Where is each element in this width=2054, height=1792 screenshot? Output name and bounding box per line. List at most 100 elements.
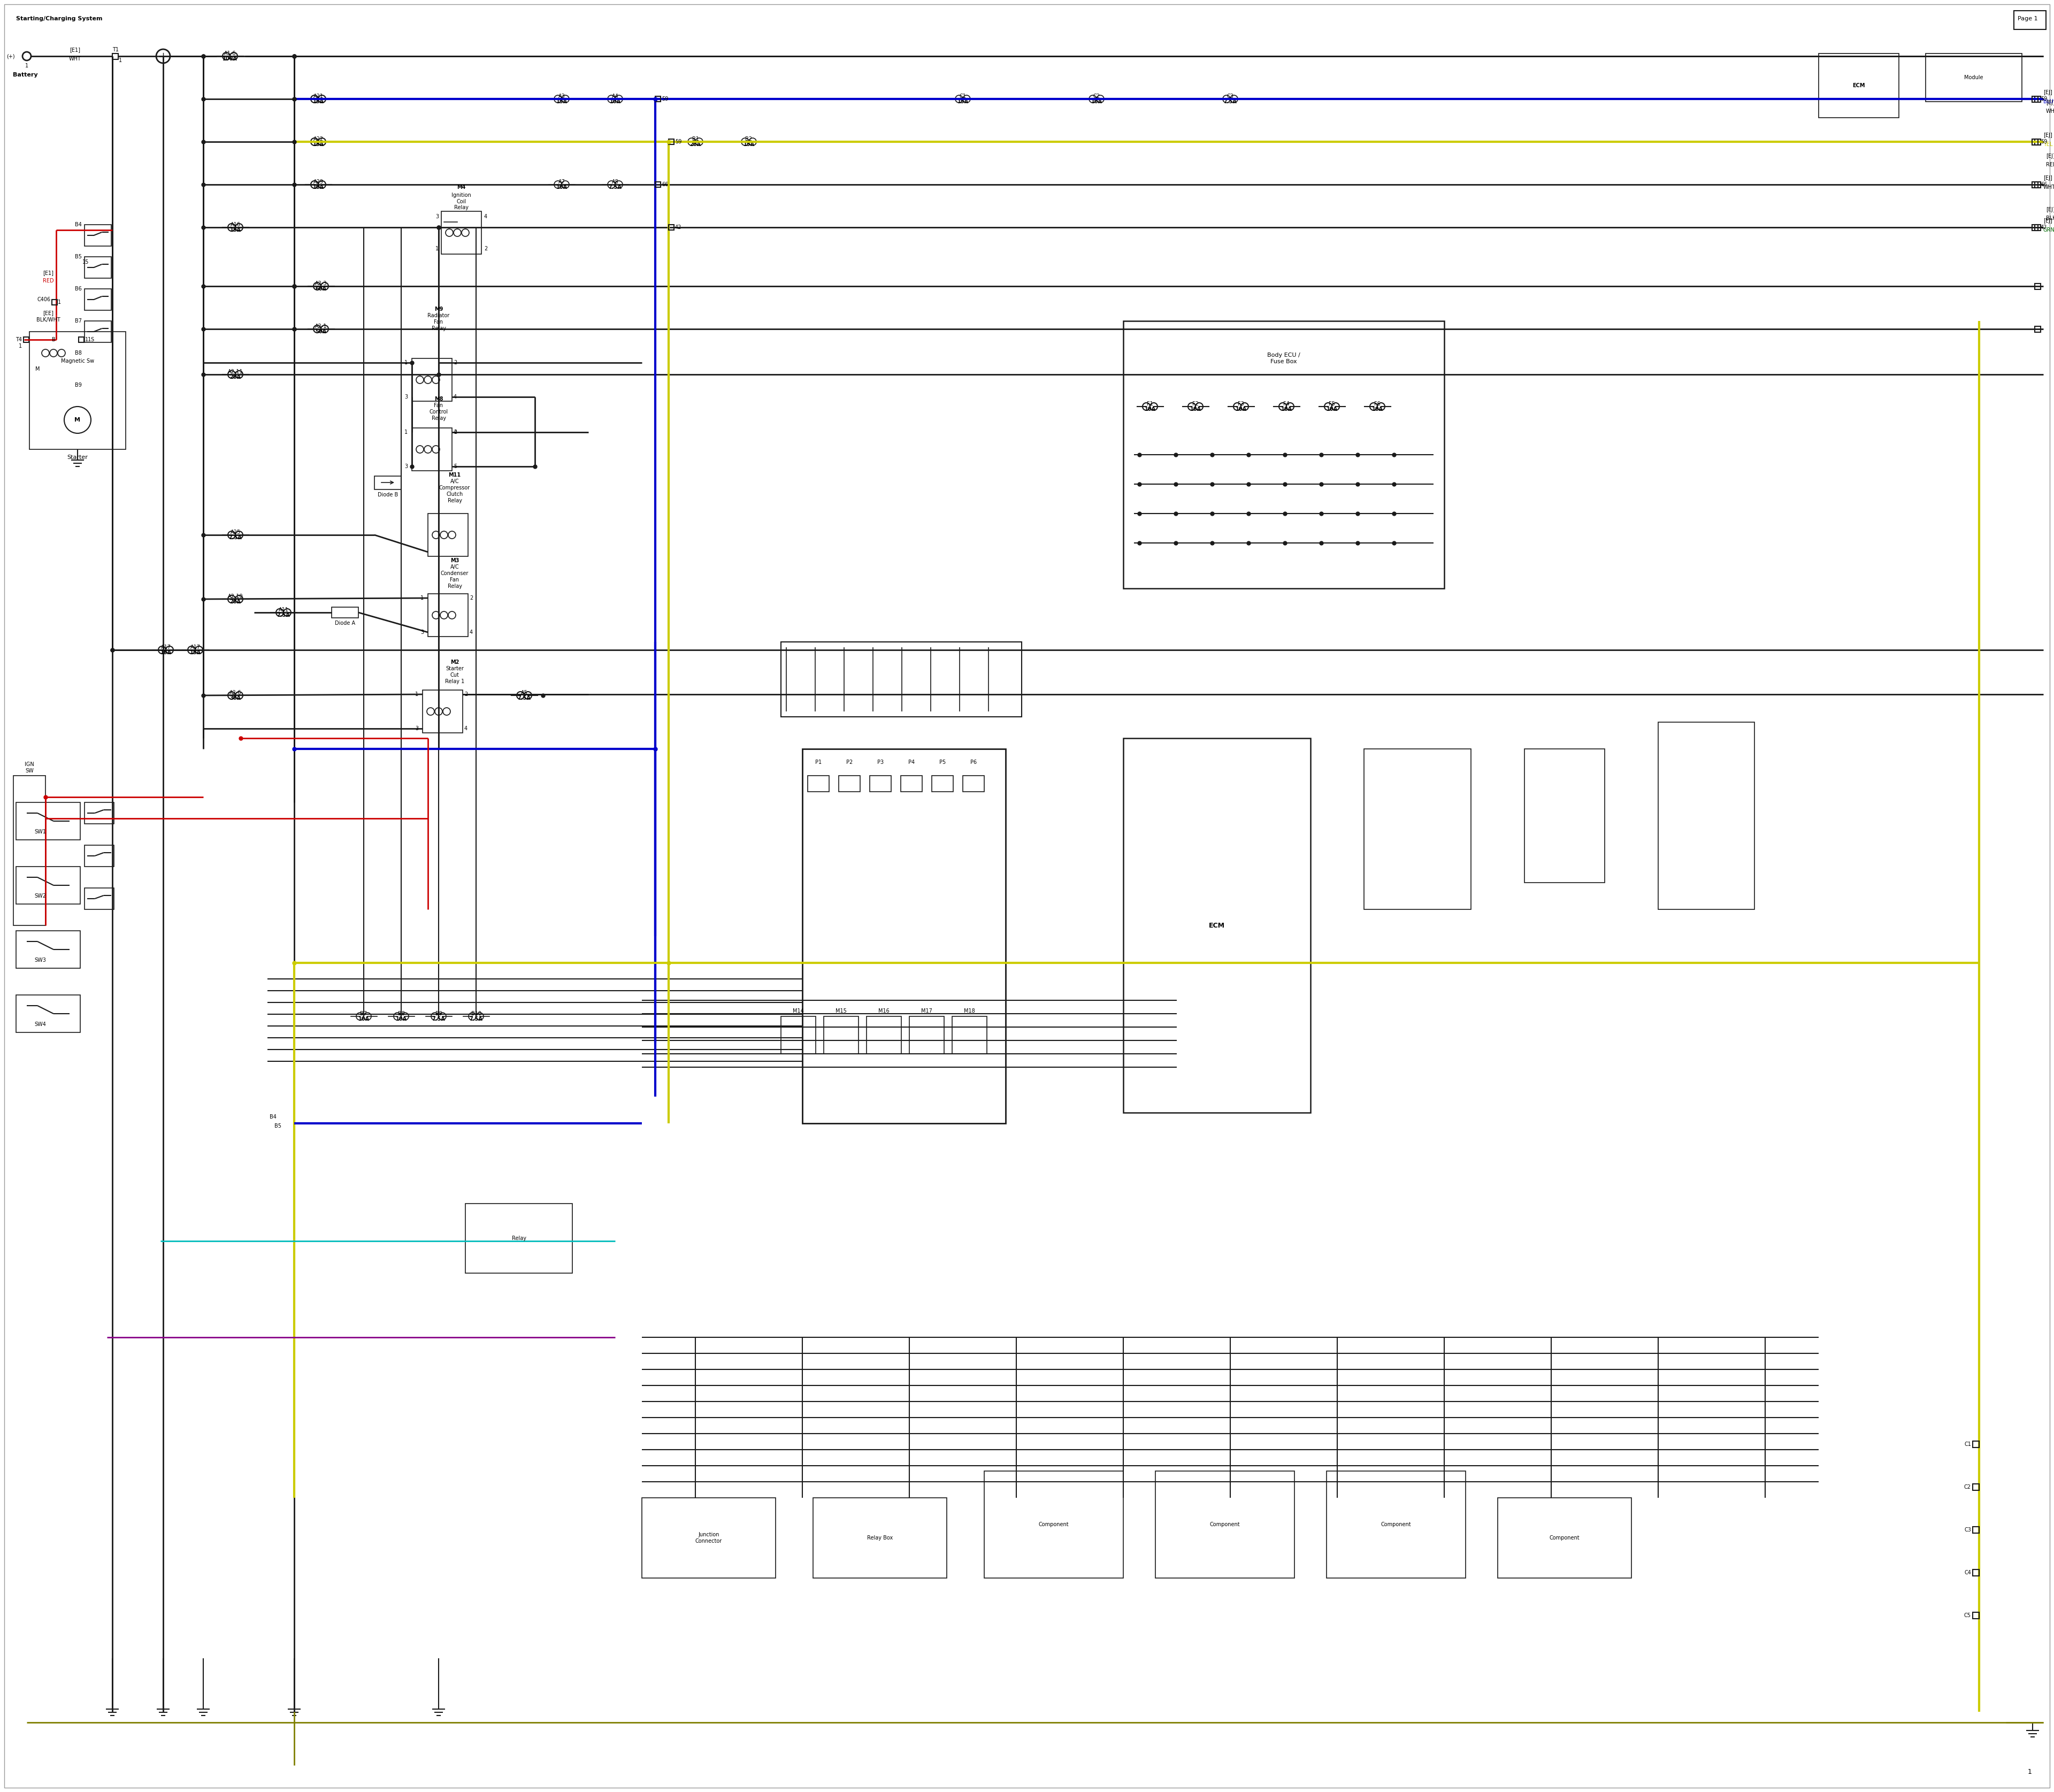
Text: 10A: 10A [357,1016,370,1021]
Text: 42: 42 [676,224,682,229]
Text: M17: M17 [920,1009,933,1014]
Text: C5: C5 [1964,1613,1972,1618]
Text: C406: C406 [37,297,51,303]
Bar [2031,97,2038,102]
Bar [2031,224,2038,231]
Bar [84,321,111,342]
Bar [655,97,661,102]
Text: A29: A29 [312,179,322,185]
Bar [838,776,861,792]
Text: A11: A11 [279,607,288,613]
Text: 3: 3 [421,629,423,634]
Text: A2-6: A2-6 [230,690,242,695]
Bar [331,607,357,618]
Text: Battery: Battery [12,72,37,77]
Text: B8: B8 [74,351,82,357]
Text: A5: A5 [522,690,528,695]
Text: [EE]: [EE] [43,310,53,315]
Bar [427,593,468,636]
Bar [641,1498,776,1579]
Bar [867,1016,902,1054]
Text: M14: M14 [793,1009,803,1014]
Text: [E1]: [E1] [70,47,80,52]
Text: 10A: 10A [610,99,620,104]
Bar [413,358,452,401]
Text: P4: P4 [908,760,914,765]
Text: Relay Box: Relay Box [867,1536,893,1541]
Text: Relay: Relay [431,416,446,421]
Bar [670,224,674,229]
Text: F1: F1 [1146,401,1152,407]
Text: [EJ]: [EJ] [2044,90,2052,95]
Bar [16,995,80,1032]
Text: [EJ]: [EJ] [2044,133,2052,138]
Text: Diode A: Diode A [335,620,355,625]
Text: A3: A3 [559,93,565,99]
Text: Relay: Relay [431,326,446,332]
Text: 1: 1 [18,344,23,349]
Text: 10A: 10A [396,1016,407,1021]
Text: B9: B9 [74,382,82,387]
Text: Relay: Relay [448,584,462,590]
Text: A4: A4 [612,93,618,99]
Bar [655,181,661,186]
Text: Relay 1: Relay 1 [446,679,464,685]
Text: 59: 59 [2040,140,2048,145]
Text: Module: Module [1964,75,1984,81]
Text: C4: C4 [1964,1570,1972,1575]
Bar [1972,1613,1980,1618]
Text: 2: 2 [464,692,468,697]
Text: P3: P3 [877,760,883,765]
Text: 7.5A: 7.5A [1224,99,1237,104]
Text: A21: A21 [312,93,322,99]
Text: ECM: ECM [1210,921,1224,928]
Text: A7: A7 [559,179,565,185]
Text: B7: B7 [74,319,82,324]
Bar [84,289,111,310]
Bar [1818,54,1898,118]
Text: WHT: WHT [2046,109,2054,115]
Text: 4: 4 [454,394,456,400]
Text: 3: 3 [405,394,407,400]
Text: P1: P1 [815,760,822,765]
Text: 1: 1 [405,430,407,435]
Text: 7.5A: 7.5A [228,536,242,539]
Text: 1: 1 [2027,1769,2031,1776]
Text: SW4: SW4 [35,1021,45,1027]
Text: C3: C3 [1964,1527,1972,1532]
Bar [984,1471,1124,1579]
Bar [1658,722,1754,909]
Text: Compressor: Compressor [440,486,470,491]
Text: Junction
Connector: Junction Connector [696,1532,723,1543]
Text: Relay: Relay [511,1236,526,1242]
Text: IGN
SW: IGN SW [25,762,35,774]
Bar [1972,1441,1980,1448]
Bar [1927,54,2021,102]
Text: M: M [35,366,39,371]
Bar [1327,1471,1467,1579]
Bar [29,332,125,450]
Text: Fan: Fan [433,403,444,409]
Bar [16,803,80,840]
Text: P5: P5 [939,760,945,765]
Text: Coil: Coil [456,199,466,204]
Text: 20A: 20A [690,142,700,147]
Bar [84,889,113,909]
Bar [1364,749,1471,909]
Text: 59: 59 [676,140,682,145]
Text: Cut: Cut [450,672,460,677]
Bar [910,1016,945,1054]
Text: B5: B5 [275,1124,281,1129]
Text: B7: B7 [359,1011,368,1016]
Text: 2: 2 [470,595,472,600]
Text: [EJ]: [EJ] [2044,176,2052,181]
Text: B9: B9 [435,1011,442,1016]
Text: M16: M16 [879,1009,889,1014]
Text: 1: 1 [405,360,407,366]
Text: B6: B6 [74,287,82,292]
Text: 66: 66 [661,181,668,186]
Text: 10A: 10A [1327,407,1337,412]
Text: A1-6: A1-6 [224,50,236,56]
Text: 3: 3 [405,464,407,470]
Text: B5: B5 [74,254,82,260]
